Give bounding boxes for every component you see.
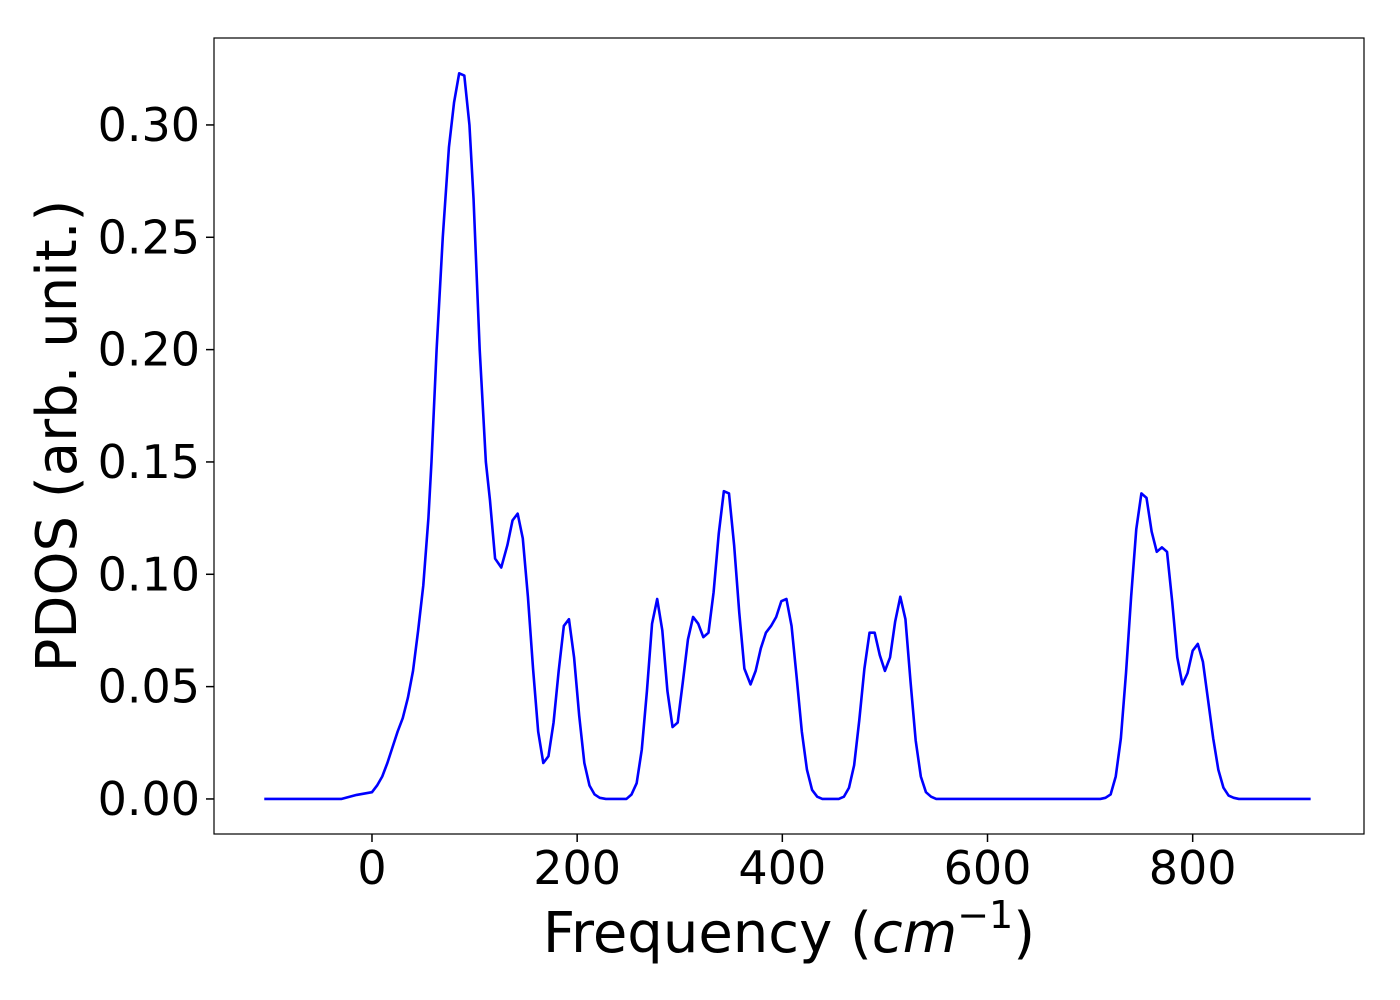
y-tick-label: 0.20 [98,323,200,377]
x-label-part: Frequency ( [543,901,872,966]
x-label-part: −1 [957,893,1013,937]
plot-frame [213,37,1365,835]
x-tick-label: 200 [533,841,621,895]
y-tick-label: 0.00 [98,772,200,826]
pdos-line [264,71,1311,801]
y-tick-label: 0.30 [98,98,200,152]
y-tick-label: 0.05 [98,660,200,714]
y-tick-label: 0.10 [98,547,200,601]
x-label-part: ) [1013,901,1035,966]
y-tick-label: 0.25 [98,210,200,264]
x-axis-label: Frequency (cm−1) [543,893,1035,966]
y-tick-label: 0.15 [98,435,200,489]
y-axis-label: PDOS (arb. unit.) [25,200,90,673]
x-tick-label: 600 [944,841,1032,895]
x-tick-label: 800 [1149,841,1237,895]
x-tick-label: 400 [738,841,826,895]
x-tick-label: 0 [357,841,386,895]
x-label-part: cm [872,901,957,966]
